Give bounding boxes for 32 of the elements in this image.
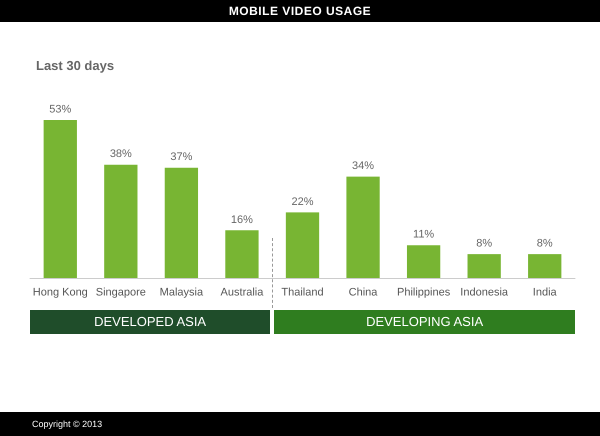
data-label: 53% — [49, 104, 72, 116]
bar — [468, 254, 501, 278]
bar — [528, 254, 562, 278]
data-label: 34% — [352, 160, 374, 172]
data-label: 37% — [170, 151, 193, 164]
x-tick-label: Philippines — [397, 286, 451, 298]
x-tick-label: China — [348, 286, 378, 298]
x-tick-label: Malaysia — [160, 286, 204, 298]
data-label: 22% — [291, 196, 314, 208]
data-label: 11% — [413, 228, 434, 241]
x-tick-label: Hong Kong — [32, 286, 88, 298]
x-tick-label: Indonesia — [460, 286, 509, 298]
text: Copyright © 2013 — [0, 412, 600, 436]
bar — [104, 164, 138, 278]
chart-title: MOBILE VIDEO USAGE — [0, 0, 600, 22]
bar — [346, 176, 380, 278]
data-label: 8% — [476, 238, 492, 250]
bar — [164, 168, 198, 278]
bar — [44, 120, 77, 278]
data-label: 38% — [110, 148, 132, 160]
bar — [406, 245, 440, 278]
x-tick-label: Australia — [220, 286, 264, 298]
data-label: 16% — [230, 214, 254, 226]
chart-subtitle: Last 30 days — [36, 58, 114, 73]
x-tick-label: Thailand — [281, 286, 324, 298]
bar — [286, 212, 320, 278]
x-tick-label: India — [532, 286, 558, 298]
text: DEVELOPED ASIA — [30, 310, 270, 334]
text: DEVELOPING ASIA — [274, 310, 575, 334]
bar — [225, 230, 259, 278]
data-label: 8% — [536, 238, 553, 250]
x-tick-label: Singapore — [96, 286, 146, 298]
